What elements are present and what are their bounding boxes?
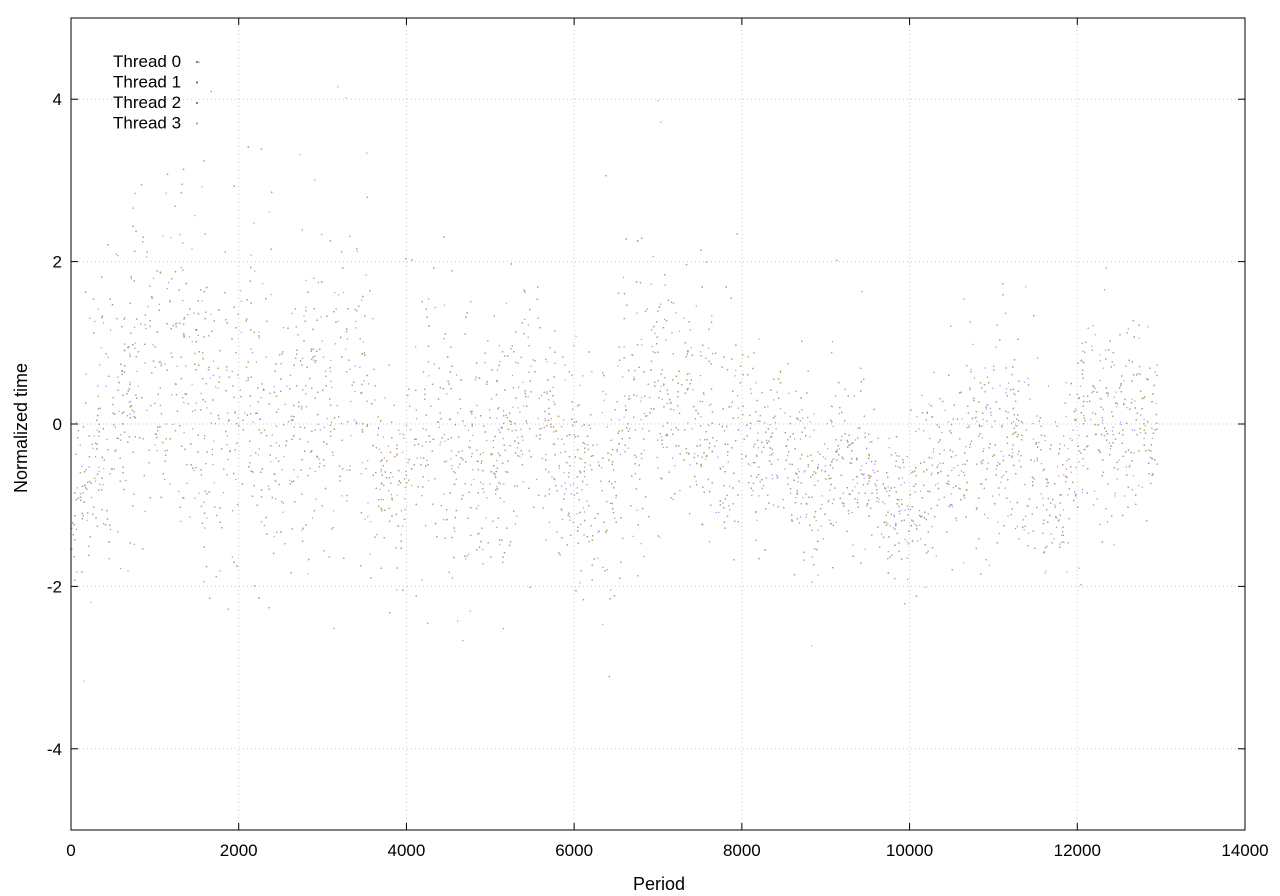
tick-labels: 0 2000 4000 6000 8000 10000 12000 14000 -4 -2 0 2 4: [47, 90, 1269, 860]
grid-lines: [71, 18, 1245, 830]
y-tick-label: 4: [53, 90, 62, 109]
y-tick-label: 2: [53, 253, 62, 272]
legend-label-2: Thread 2: [113, 93, 181, 112]
legend-marker-3: [196, 122, 198, 125]
x-tick-label: 8000: [723, 841, 761, 860]
legend-marker-0: [196, 61, 198, 63]
y-axis-title: Normalized time: [11, 363, 31, 493]
legend-label-1: Thread 1: [113, 73, 181, 92]
x-tick-label: 10000: [886, 841, 933, 860]
series-points-1: [71, 61, 1158, 678]
series-points-0: [71, 61, 1158, 682]
legend-label-0: Thread 0: [113, 52, 181, 71]
x-tick-label: 4000: [388, 841, 426, 860]
x-tick-label: 14000: [1221, 841, 1268, 860]
legend-marker-1: [196, 81, 198, 84]
y-tick-label: -2: [47, 577, 62, 596]
axes: [70, 17, 1246, 831]
x-tick-label: 2000: [220, 841, 258, 860]
x-tick-label: 0: [66, 841, 75, 860]
plot-frame: [70, 17, 1246, 831]
x-axis-title: Period: [633, 874, 685, 894]
legend-label-3: Thread 3: [113, 114, 181, 133]
y-tick-label: -4: [47, 740, 62, 759]
x-tick-label: 6000: [555, 841, 593, 860]
x-tick-label: 12000: [1054, 841, 1101, 860]
series-points-3: [71, 61, 1158, 678]
series-points-2: [71, 61, 1158, 678]
legend-marker-2: [196, 102, 198, 104]
y-tick-label: 0: [53, 415, 62, 434]
data-points: [71, 61, 1158, 682]
